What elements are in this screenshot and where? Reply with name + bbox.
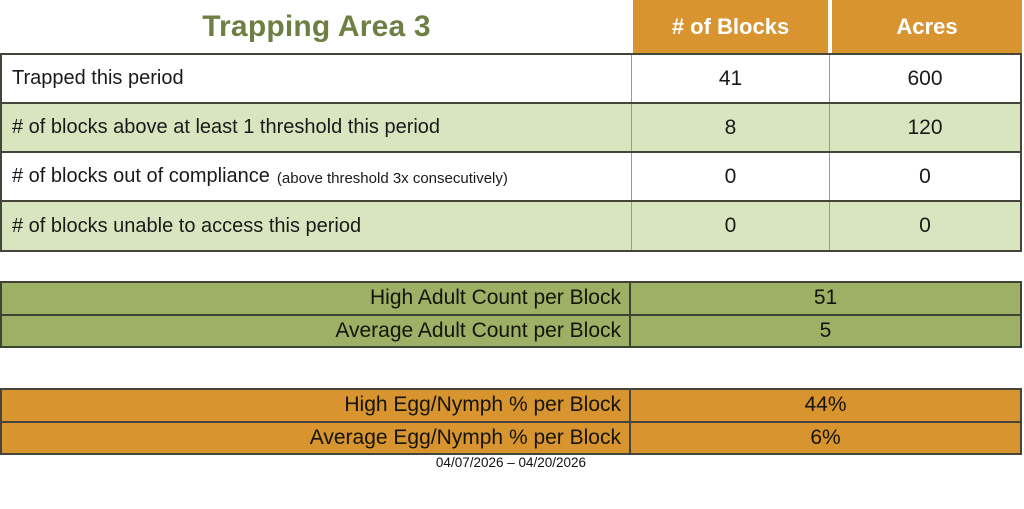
- row-label: # of blocks out of compliance (above thr…: [2, 153, 631, 200]
- summary-table-body: Trapped this period 41 600 # of blocks a…: [0, 53, 1022, 252]
- table-row-average-egg-nymph: Average Egg/Nymph % per Block 6%: [2, 420, 1020, 453]
- blocks-value: 0: [631, 202, 829, 250]
- row-label-main: # of blocks out of compliance: [12, 165, 270, 187]
- acres-value: 120: [829, 104, 1020, 151]
- summary-table-header: Trapping Area 3 # of Blocks Acres: [0, 0, 1022, 53]
- row-value: 6%: [810, 425, 841, 449]
- table-row-out-of-compliance: # of blocks out of compliance (above thr…: [2, 153, 1020, 202]
- adult-count-table: High Adult Count per Block 51 Average Ad…: [0, 281, 1022, 348]
- row-label: High Adult Count per Block: [2, 283, 631, 314]
- egg-nymph-table: High Egg/Nymph % per Block 44% Average E…: [0, 388, 1022, 455]
- blocks-value: 0: [631, 153, 829, 200]
- table-row-high-adult: High Adult Count per Block 51: [2, 283, 1020, 314]
- column-header-blocks: # of Blocks: [633, 0, 828, 53]
- date-range: 04/07/2026 – 04/20/2026: [435, 455, 587, 470]
- row-value: 44%: [804, 393, 847, 417]
- acres-value: 600: [829, 55, 1020, 102]
- header-gap-divider: [828, 0, 832, 53]
- table-row-unable-to-access: # of blocks unable to access this period…: [2, 202, 1020, 250]
- row-value: 51: [813, 286, 838, 310]
- row-label: Trapped this period: [12, 67, 184, 89]
- row-label: # of blocks above at least 1 threshold t…: [12, 116, 441, 138]
- blocks-value: 8: [631, 104, 829, 151]
- row-label: High Egg/Nymph % per Block: [2, 390, 631, 421]
- blocks-value: 41: [631, 55, 829, 102]
- table-row-high-egg-nymph: High Egg/Nymph % per Block 44%: [2, 390, 1020, 421]
- column-header-acres: Acres: [832, 0, 1022, 53]
- row-label: # of blocks unable to access this period: [12, 214, 362, 237]
- table-row-average-adult: Average Adult Count per Block 5: [2, 313, 1020, 346]
- summary-table: Trapping Area 3 # of Blocks Acres Trappe…: [0, 0, 1022, 252]
- row-label: Average Adult Count per Block: [2, 315, 631, 346]
- row-label: Average Egg/Nymph % per Block: [2, 422, 631, 453]
- row-label-note: (above threshold 3x consecutively): [276, 169, 508, 187]
- table-row-trapped: Trapped this period 41 600: [2, 55, 1020, 104]
- row-value: 5: [819, 318, 832, 342]
- table-row-above-threshold: # of blocks above at least 1 threshold t…: [2, 104, 1020, 153]
- page-title: Trapping Area 3: [202, 9, 431, 43]
- acres-value: 0: [829, 202, 1020, 250]
- acres-value: 0: [829, 153, 1020, 200]
